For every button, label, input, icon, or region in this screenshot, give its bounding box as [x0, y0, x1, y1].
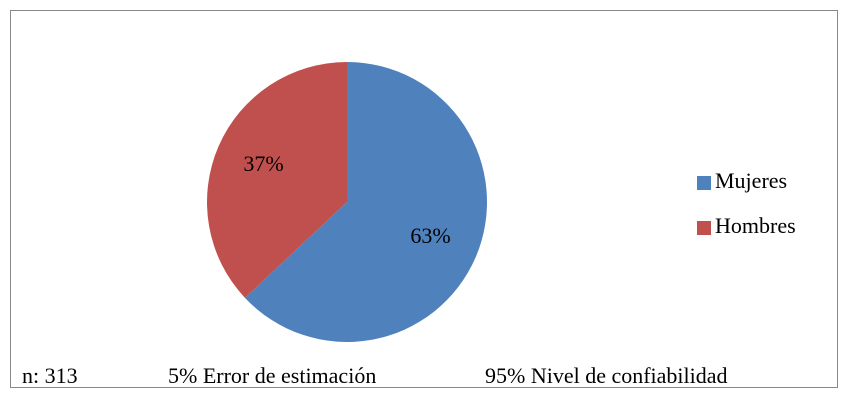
annotation: 5% Error de estimación — [168, 363, 376, 388]
annotation: n: 313 — [22, 363, 78, 388]
annotation: 95% Nivel de confiabilidad — [485, 363, 728, 388]
legend-swatch — [697, 221, 711, 235]
legend-label: Mujeres — [715, 168, 787, 193]
pie-slice — [206, 62, 347, 298]
pie-slice — [244, 62, 487, 342]
legend-label: Hombres — [715, 213, 796, 238]
data-label: 63% — [410, 223, 450, 248]
data-label: 37% — [243, 151, 283, 176]
legend-swatch — [697, 176, 711, 190]
